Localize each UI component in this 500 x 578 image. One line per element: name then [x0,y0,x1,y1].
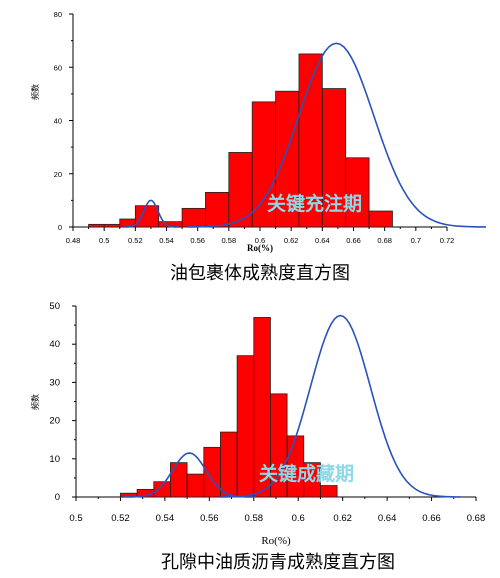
y-tick-label: 0 [55,492,60,503]
x-tick-label: 0.66 [422,513,441,524]
chart-caption: 油包裹体成熟度直方图 [170,263,350,284]
histogram-bar [303,462,321,498]
x-tick-label: 0.68 [467,513,486,524]
x-tick-label: 0.5 [99,236,109,245]
x-tick-label: 0.6 [255,236,265,245]
x-tick-label: 0.56 [200,513,219,524]
x-tick-label: 0.72 [440,236,455,245]
fit-curves [122,42,486,228]
y-axis: 0 20 40 60 80 [54,10,74,232]
histogram-bar [153,481,171,498]
x-tick-label: 0.62 [333,513,352,524]
x-tick-label: 0.48 [66,236,81,245]
histogram-bar [220,431,238,498]
y-axis: 0 10 20 30 40 50 [49,301,77,503]
histogram-bar [345,157,370,228]
y-axis-label: 频数 [30,84,40,100]
histogram-bar [236,355,255,498]
chart-caption: 孔隙中油质沥青成熟度直方图 [161,552,395,573]
y-tick-label: 30 [49,377,60,388]
y-tick-label: 20 [49,416,60,427]
distribution-curve [186,42,486,228]
histogram-bar [103,223,121,228]
y-tick-label: 20 [54,170,62,179]
histogram-bar [320,485,338,498]
x-tick-label: 0.58 [245,513,264,524]
histogram-bar [186,473,205,498]
y-tick-label: 0 [58,223,62,232]
y-tick-label: 40 [54,117,62,126]
histogram-bar [88,223,105,228]
distribution-curve [122,452,256,498]
histogram-bar [181,207,206,228]
x-tick-label: 0.66 [346,236,361,245]
x-axis-label: Ro(%) [247,243,273,253]
x-tick-label: 0.6 [292,513,305,524]
annotation-text: 关键成藏期 [259,462,354,485]
histogram-bar [170,462,188,498]
fit-curves [122,314,461,498]
histogram-bar [368,210,393,228]
x-tick-label: 0.58 [222,236,237,245]
x-tick-label: 0.68 [377,236,392,245]
y-tick-label: 50 [49,301,60,312]
annotation-text: 关键充注期 [267,192,362,215]
x-tick-label: 0.52 [128,236,143,245]
x-tick-label: 0.5 [69,513,82,524]
x-axis: 0.5 0.52 0.54 0.56 0.58 0.6 0.62 0.64 0.66 0.68 [69,496,486,524]
x-tick-label: 0.64 [315,236,330,245]
histogram-bar [134,205,160,228]
y-tick-label: 80 [54,10,62,19]
bars [88,53,393,228]
x-tick-label: 0.56 [190,236,205,245]
x-tick-label: 0.64 [378,513,397,524]
x-tick-label: 0.62 [284,236,299,245]
x-tick-label: 0.54 [156,513,175,524]
y-axis-label: 频数 [30,394,40,410]
y-tick-label: 40 [49,339,60,350]
y-tick-label: 10 [49,454,60,465]
distribution-curve [122,199,179,228]
bars [120,317,338,498]
y-tick-label: 60 [54,63,62,72]
x-tick-label: 0.54 [159,236,174,245]
x-axis-label: Ro(%) [261,535,291,547]
histogram-bar [205,191,230,228]
distribution-curve [220,314,461,498]
chart-1: 0 20 40 60 80 0.48 0.5 0.52 0.54 0.56 0.58 0.6 0.62… [30,10,486,284]
x-tick-label: 0.7 [411,236,421,245]
x-tick-label: 0.52 [111,513,130,524]
